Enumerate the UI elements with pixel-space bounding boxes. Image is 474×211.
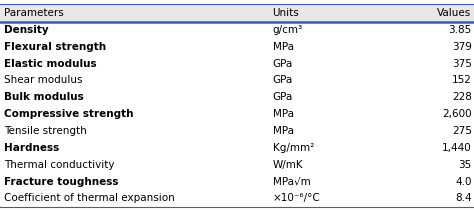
Text: GPa: GPa <box>273 76 293 85</box>
Text: Parameters: Parameters <box>4 8 64 18</box>
Text: 152: 152 <box>452 76 472 85</box>
Text: Fracture toughness: Fracture toughness <box>4 177 118 187</box>
Text: MPa√m: MPa√m <box>273 177 310 187</box>
Text: Kg/mm²: Kg/mm² <box>273 143 314 153</box>
Text: Values: Values <box>438 8 472 18</box>
Text: Shear modulus: Shear modulus <box>4 76 82 85</box>
Text: 375: 375 <box>452 59 472 69</box>
Text: Thermal conductivity: Thermal conductivity <box>4 160 114 170</box>
Text: Units: Units <box>273 8 299 18</box>
Text: Hardness: Hardness <box>4 143 59 153</box>
Text: 8.4: 8.4 <box>455 193 472 203</box>
Text: 3.85: 3.85 <box>448 25 472 35</box>
Text: ×10⁻⁶/°C: ×10⁻⁶/°C <box>273 193 320 203</box>
Text: Flexural strength: Flexural strength <box>4 42 106 52</box>
Text: MPa: MPa <box>273 126 293 136</box>
Text: Density: Density <box>4 25 48 35</box>
Text: GPa: GPa <box>273 92 293 102</box>
Text: 35: 35 <box>458 160 472 170</box>
Text: g/cm³: g/cm³ <box>273 25 303 35</box>
Text: GPa: GPa <box>273 59 293 69</box>
Text: Compressive strength: Compressive strength <box>4 109 133 119</box>
Bar <box>0 4 474 22</box>
Text: 4.0: 4.0 <box>455 177 472 187</box>
Text: 379: 379 <box>452 42 472 52</box>
Text: Bulk modulus: Bulk modulus <box>4 92 83 102</box>
Text: 228: 228 <box>452 92 472 102</box>
Text: MPa: MPa <box>273 109 293 119</box>
Text: 2,600: 2,600 <box>442 109 472 119</box>
Text: MPa: MPa <box>273 42 293 52</box>
Text: Coefficient of thermal expansion: Coefficient of thermal expansion <box>4 193 174 203</box>
Text: 275: 275 <box>452 126 472 136</box>
Text: 1,440: 1,440 <box>442 143 472 153</box>
Text: Tensile strength: Tensile strength <box>4 126 87 136</box>
Text: Elastic modulus: Elastic modulus <box>4 59 96 69</box>
Text: W/mK: W/mK <box>273 160 303 170</box>
